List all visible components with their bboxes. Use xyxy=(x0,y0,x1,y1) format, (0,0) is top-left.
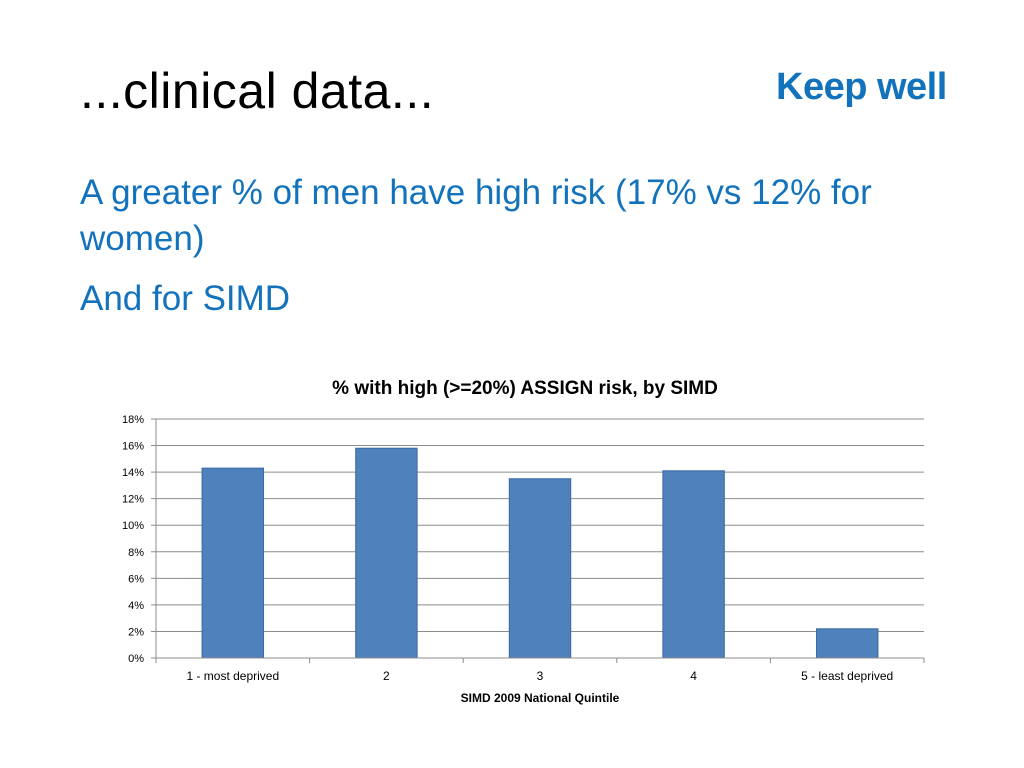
y-tick-labels: 0% 2% 4% 6% 8% 10% 12% 14% 16% 18% xyxy=(122,414,144,665)
x-axis-label: SIMD 2009 National Quintile xyxy=(461,691,620,705)
bar xyxy=(815,628,879,659)
x-tick-label: 1 - most deprived xyxy=(186,669,279,683)
x-tick-label: 3 xyxy=(537,669,544,683)
bullet-gender-risk: A greater % of men have high risk (17% v… xyxy=(80,173,872,258)
slide-title: ...clinical data... xyxy=(80,63,435,119)
y-tick-label: 16% xyxy=(122,441,144,453)
axes xyxy=(155,419,925,663)
y-tick-label: 18% xyxy=(122,414,144,426)
y-tick-label: 8% xyxy=(128,547,144,559)
x-tick-label: 5 - least deprived xyxy=(801,669,893,683)
x-tick-labels: 1 - most deprived 2 3 4 5 - least deprived xyxy=(186,669,893,683)
y-tick-label: 12% xyxy=(122,494,144,506)
x-tick-label: 4 xyxy=(690,669,697,683)
y-tick-label: 6% xyxy=(128,573,144,585)
bars xyxy=(201,447,879,659)
bullet-simd: And for SIMD xyxy=(80,279,291,318)
keep-well-logo: Keep well xyxy=(776,66,947,108)
y-tick-label: 0% xyxy=(128,653,144,665)
y-tick-label: 14% xyxy=(122,467,144,479)
y-tick-label: 10% xyxy=(122,520,144,532)
bullet-list: A greater % of men have high risk (17% v… xyxy=(80,170,880,336)
bar xyxy=(508,478,572,659)
x-tick-label: 2 xyxy=(383,669,390,683)
chart-title: % with high (>=20%) ASSIGN risk, by SIMD xyxy=(332,378,718,399)
bar xyxy=(355,447,418,659)
y-tick-label: 2% xyxy=(128,626,144,638)
y-tick-label: 4% xyxy=(128,600,144,612)
bar xyxy=(201,467,265,659)
bar xyxy=(662,470,725,659)
